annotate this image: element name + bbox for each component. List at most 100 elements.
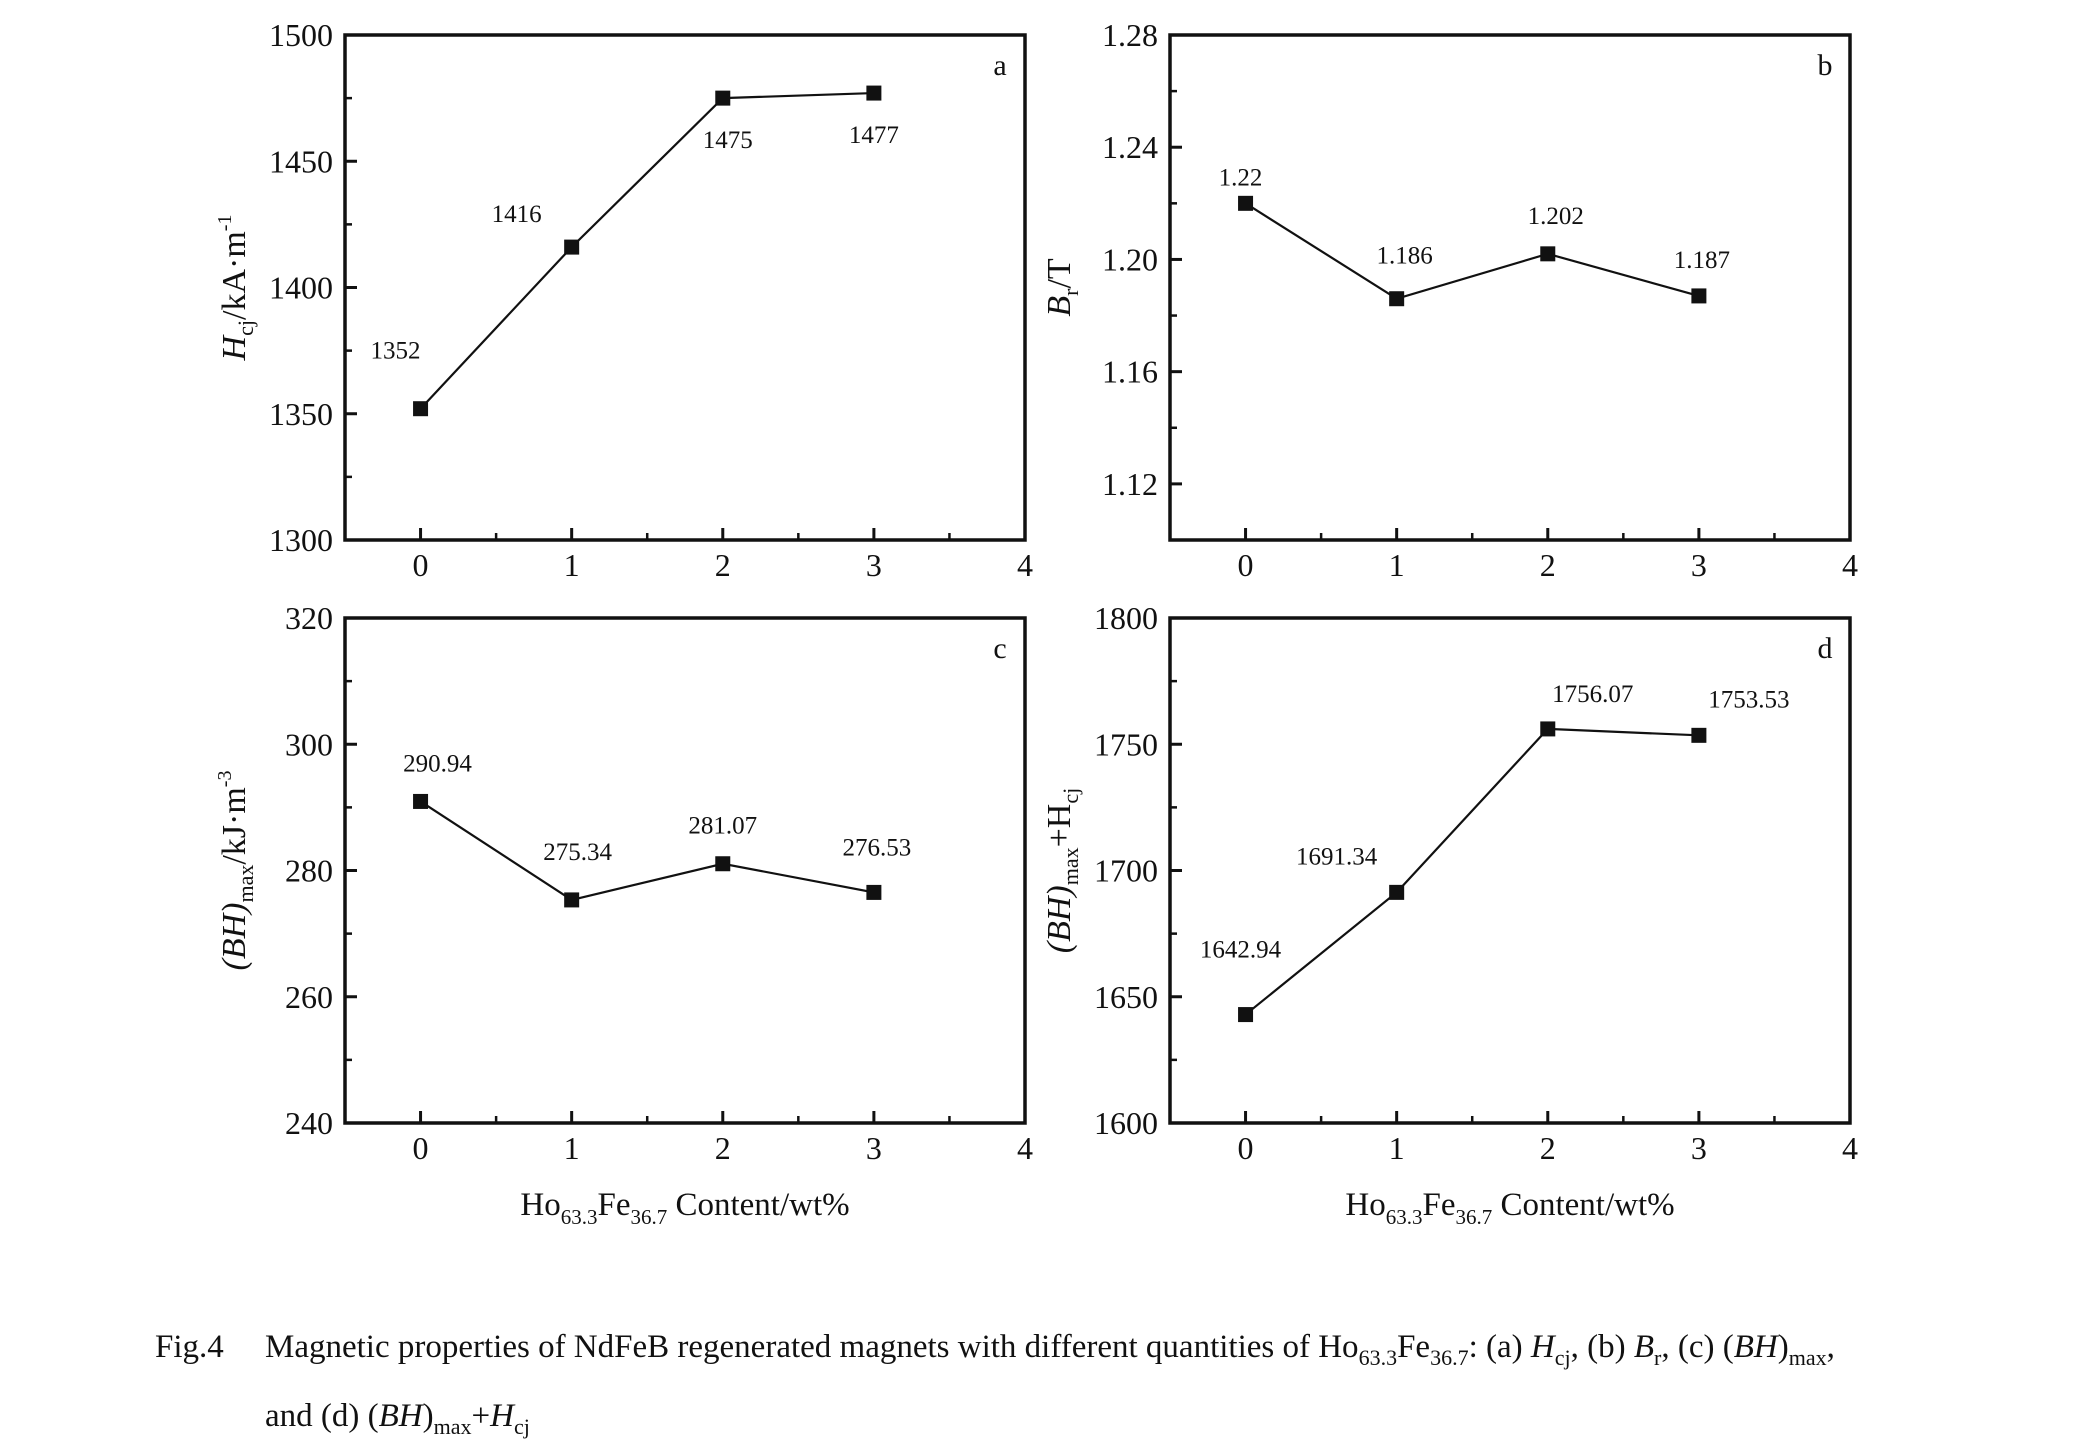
y-tick-label: 1.24 <box>1102 129 1158 165</box>
plot-frame <box>1168 33 1852 542</box>
data-point <box>1389 884 1405 900</box>
x-tick-label: 1 <box>1389 1130 1405 1166</box>
data-point <box>715 856 731 872</box>
data-label: 275.34 <box>543 839 612 866</box>
data-point <box>1238 195 1254 211</box>
y-tick-label: 1800 <box>1094 600 1158 636</box>
x-tick-label: 3 <box>866 1130 882 1166</box>
y-tick-label: 280 <box>285 853 333 889</box>
y-tick-label: 1700 <box>1094 853 1158 889</box>
figure-caption: Fig.4 Magnetic properties of NdFeB regene… <box>155 1318 2035 1456</box>
data-point <box>413 793 429 809</box>
x-tick-label: 0 <box>413 547 429 583</box>
y-tick-label: 1350 <box>269 396 333 432</box>
caption-sub: 36.7 <box>1430 1345 1469 1370</box>
y-tick-label: 1.20 <box>1102 241 1158 277</box>
caption-line-2: and (d) (BH)max+Hcj <box>155 1387 2035 1456</box>
chart-panel-b: 0 1 2 3 4 1.12 1.16 1.20 1.24 1.28 b 1.22 1.186 1.202… <box>1041 17 1858 583</box>
data-label: 1475 <box>703 127 753 154</box>
data-label: 1.22 <box>1219 164 1263 191</box>
panel-letter: d <box>1818 632 1833 665</box>
y-tick-label: 1.16 <box>1102 354 1158 390</box>
y-tick-label: 240 <box>285 1105 333 1141</box>
chart-panel-a: 0 1 2 3 4 1300 1350 1400 1450 1500 a 1352 1416 1475 14… <box>214 17 1033 583</box>
data-label: 1.187 <box>1674 247 1730 274</box>
x-tick-label: 4 <box>1842 547 1858 583</box>
data-point <box>866 884 882 900</box>
x-tick-label: 0 <box>1238 1130 1254 1166</box>
y-tick-label: 1650 <box>1094 979 1158 1015</box>
x-tick-label: 1 <box>1389 547 1405 583</box>
data-point <box>866 85 882 101</box>
data-label: 1416 <box>492 201 542 228</box>
y-tick-label: 320 <box>285 600 333 636</box>
chart-panel-d: 0 1 2 3 4 1600 1650 1700 1750 1800 d 1642.94 1691.34… <box>1041 600 1858 1229</box>
x-tick-label: 2 <box>1540 547 1556 583</box>
x-tick-label: 3 <box>1691 547 1707 583</box>
plot-frame <box>343 33 1027 542</box>
panel-letter: c <box>993 632 1006 665</box>
x-tick-label: 2 <box>715 1130 731 1166</box>
x-axis-label: Ho63.3Fe36.7 Content/wt% <box>1345 1187 1674 1229</box>
x-tick-label: 3 <box>1691 1130 1707 1166</box>
data-point <box>564 892 580 908</box>
data-label: 1477 <box>849 122 899 149</box>
y-axis-label: (BH)max/kJ·m-3 <box>214 771 258 971</box>
caption-text: ) <box>1777 1329 1789 1365</box>
data-label: 1753.53 <box>1708 686 1789 713</box>
y-axis-label: (BH)max+Hcj <box>1041 788 1083 953</box>
data-label: 281.07 <box>688 813 757 840</box>
data-label: 1642.94 <box>1200 937 1282 964</box>
x-tick-label: 3 <box>866 547 882 583</box>
caption-line-1: Fig.4 Magnetic properties of NdFeB regene… <box>155 1318 2035 1387</box>
data-point <box>1540 246 1556 262</box>
data-label: 1.202 <box>1528 203 1584 230</box>
data-point <box>413 401 429 417</box>
data-label: 1352 <box>371 338 421 365</box>
caption-sub: cj <box>513 1414 530 1439</box>
data-point <box>1691 727 1707 743</box>
x-tick-label: 4 <box>1017 1130 1033 1166</box>
caption-sub: max <box>1788 1345 1827 1370</box>
y-tick-label: 1300 <box>269 522 333 558</box>
caption-symbol: H <box>1530 1329 1555 1365</box>
caption-text: , (c) ( <box>1661 1329 1734 1365</box>
x-tick-label: 2 <box>1540 1130 1556 1166</box>
data-label: 1756.07 <box>1552 681 1633 708</box>
x-axis-label: Ho63.3Fe36.7 Content/wt% <box>520 1187 849 1229</box>
y-axis-label: Br/T <box>1041 258 1083 317</box>
caption-symbol: H <box>490 1398 514 1434</box>
data-point <box>715 90 731 106</box>
caption-symbol: BH <box>1733 1329 1778 1365</box>
y-tick-label: 1.28 <box>1102 17 1158 53</box>
caption-text: Fe <box>1397 1329 1431 1365</box>
x-tick-label: 2 <box>715 547 731 583</box>
series-line <box>1244 202 1700 300</box>
caption-text: , <box>1826 1329 1835 1365</box>
x-tick-label: 0 <box>1238 547 1254 583</box>
series-line <box>419 800 875 902</box>
caption-sub: cj <box>1554 1345 1571 1370</box>
y-tick-label: 1450 <box>269 143 333 179</box>
series-line <box>1244 727 1699 1016</box>
caption-symbol: B <box>1633 1329 1654 1365</box>
x-tick-label: 4 <box>1017 547 1033 583</box>
x-tick-label: 4 <box>1842 1130 1858 1166</box>
data-point <box>1389 291 1405 307</box>
y-tick-label: 1.12 <box>1102 466 1158 502</box>
y-tick-label: 1500 <box>269 17 333 53</box>
caption-text: + <box>471 1398 491 1434</box>
x-tick-label: 0 <box>413 1130 429 1166</box>
panel-letter: a <box>993 49 1006 82</box>
caption-text: ) <box>422 1398 434 1434</box>
caption-text: and (d) ( <box>265 1398 379 1434</box>
y-tick-label: 260 <box>285 979 333 1015</box>
y-tick-label: 1750 <box>1094 726 1158 762</box>
caption-symbol: BH <box>378 1398 423 1434</box>
x-tick-label: 1 <box>564 1130 580 1166</box>
y-tick-label: 1400 <box>269 270 333 306</box>
data-point <box>1691 288 1707 304</box>
plot-frame <box>343 616 1027 1125</box>
data-point <box>564 239 580 255</box>
